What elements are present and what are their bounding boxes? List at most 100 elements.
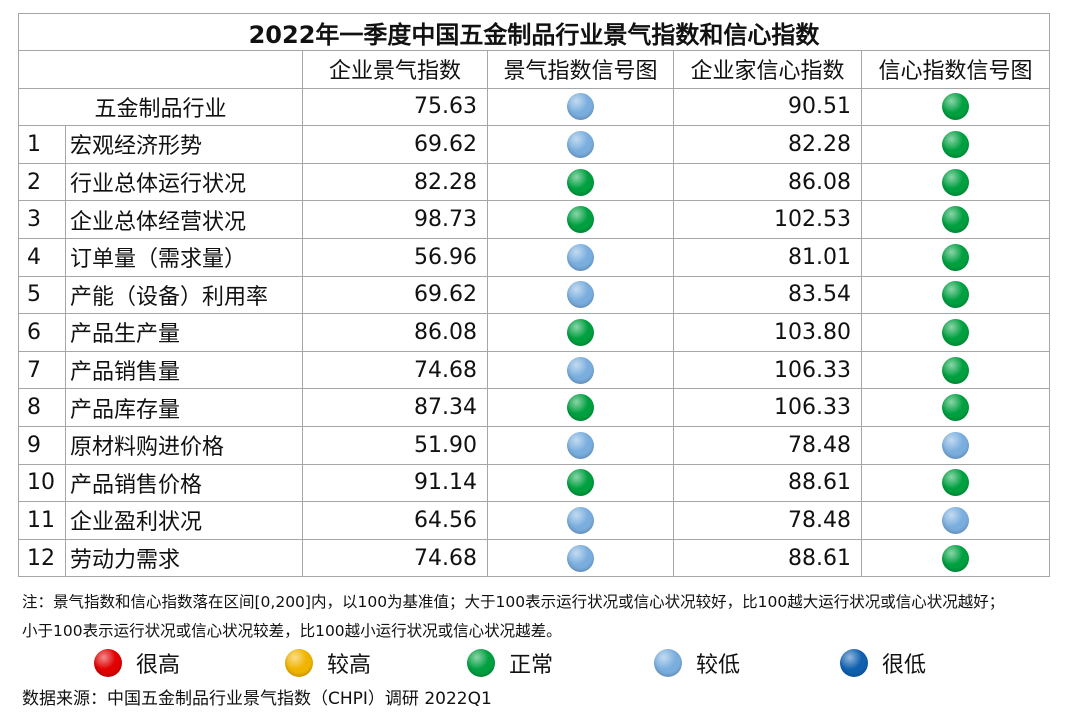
confidence-signal-icon <box>942 281 969 309</box>
climate-signal-icon <box>567 506 594 534</box>
climate-signal-icon <box>567 281 594 309</box>
row-name: 企业盈利状况 <box>65 501 303 540</box>
row-climate-value: 64.56 <box>302 501 488 540</box>
row-confidence-value: 81.01 <box>673 237 862 277</box>
row-climate-value: 82.28 <box>302 162 488 202</box>
header-climate-index: 企业景气指数 <box>302 50 488 89</box>
row-name: 产品销售价格 <box>65 463 303 503</box>
table-row: 8 产品库存量 87.34 106.33 <box>18 388 1050 427</box>
legend-label: 正常 <box>509 653 554 678</box>
row-confidence-value: 86.08 <box>673 162 862 202</box>
row-index: 7 <box>18 350 66 390</box>
confidence-signal-icon <box>942 544 969 572</box>
row-index: 12 <box>18 538 66 578</box>
table-row: 9 原材料购进价格 51.90 78.48 <box>18 425 1050 465</box>
climate-signal-icon <box>567 356 594 384</box>
row-index: 6 <box>18 313 66 352</box>
climate-signal-icon <box>567 243 594 271</box>
row-climate-value: 74.68 <box>302 350 488 390</box>
index-table: 2022年一季度中国五金制品行业景气指数和信心指数 企业景气指数 景气指数信号图… <box>18 13 1050 578</box>
row-name: 产品销售量 <box>65 350 303 390</box>
climate-signal-icon <box>567 130 594 158</box>
row-confidence-value: 106.33 <box>673 350 862 390</box>
row-index: 11 <box>18 501 66 540</box>
row-confidence-value: 82.28 <box>673 125 862 164</box>
row-name: 产品生产量 <box>65 313 303 352</box>
table-title: 2022年一季度中国五金制品行业景气指数和信心指数 <box>18 13 1050 51</box>
table-row: 1 宏观经济形势 69.62 82.28 <box>18 125 1050 164</box>
row-name: 产品库存量 <box>65 388 303 427</box>
row-confidence-value: 102.53 <box>673 200 862 239</box>
table-row: 11 企业盈利状况 64.56 78.48 <box>18 501 1050 540</box>
row-index: 5 <box>18 275 66 315</box>
row-index: 10 <box>18 463 66 503</box>
total-name: 五金制品行业 <box>18 87 303 127</box>
total-confidence-value: 90.51 <box>673 87 862 127</box>
table-row: 2 行业总体运行状况 82.28 86.08 <box>18 162 1050 202</box>
total-confidence-signal-icon <box>942 93 969 121</box>
row-index: 4 <box>18 237 66 277</box>
legend-item: 很高 <box>94 645 180 681</box>
row-name: 原材料购进价格 <box>65 425 303 465</box>
signal-legend: 很高 较高 正常 较低 很低 <box>22 645 1062 681</box>
climate-signal-icon <box>567 206 594 234</box>
row-name: 劳动力需求 <box>65 538 303 578</box>
legend-label: 较高 <box>327 653 372 678</box>
legend-item: 很低 <box>840 645 926 681</box>
row-climate-value: 87.34 <box>302 388 488 427</box>
climate-signal-icon <box>567 469 594 497</box>
confidence-signal-icon <box>942 506 969 534</box>
legend-signal-icon <box>840 649 868 677</box>
climate-signal-icon <box>567 318 594 346</box>
row-confidence-value: 88.61 <box>673 538 862 578</box>
row-index: 9 <box>18 425 66 465</box>
row-index: 3 <box>18 200 66 239</box>
confidence-signal-icon <box>942 168 969 196</box>
row-name: 订单量（需求量） <box>65 237 303 277</box>
data-source: 数据来源：中国五金制品行业景气指数（CHPI）调研 2022Q1 <box>22 689 492 709</box>
table-row: 3 企业总体经营状况 98.73 102.53 <box>18 200 1050 239</box>
header-confidence-index: 企业家信心指数 <box>673 50 862 89</box>
legend-item: 较低 <box>654 645 740 681</box>
confidence-signal-icon <box>942 469 969 497</box>
confidence-signal-icon <box>942 318 969 346</box>
total-row: 五金制品行业 75.63 90.51 <box>18 87 1050 127</box>
row-climate-value: 69.62 <box>302 125 488 164</box>
row-index: 8 <box>18 388 66 427</box>
row-confidence-value: 78.48 <box>673 501 862 540</box>
legend-signal-icon <box>94 649 122 677</box>
legend-label: 很高 <box>136 653 181 678</box>
note-line-1: 注：景气指数和信心指数落在区间[0,200]内，以100为基准值；大于100表示… <box>22 593 1005 611</box>
table-row: 5 产能（设备）利用率 69.62 83.54 <box>18 275 1050 315</box>
row-confidence-value: 78.48 <box>673 425 862 465</box>
legend-item: 正常 <box>467 645 553 681</box>
table-row: 12 劳动力需求 74.68 88.61 <box>18 538 1050 578</box>
total-climate-signal-icon <box>567 93 594 121</box>
legend-item: 较高 <box>285 645 371 681</box>
row-climate-value: 86.08 <box>302 313 488 352</box>
confidence-signal-icon <box>942 206 969 234</box>
confidence-signal-icon <box>942 130 969 158</box>
row-name: 宏观经济形势 <box>65 125 303 164</box>
row-confidence-value: 83.54 <box>673 275 862 315</box>
row-confidence-value: 88.61 <box>673 463 862 503</box>
confidence-signal-icon <box>942 394 969 422</box>
header-climate-signal: 景气指数信号图 <box>487 50 674 89</box>
total-climate-value: 75.63 <box>302 87 488 127</box>
legend-signal-icon <box>654 649 682 677</box>
row-confidence-value: 106.33 <box>673 388 862 427</box>
confidence-signal-icon <box>942 243 969 271</box>
legend-signal-icon <box>285 649 313 677</box>
row-climate-value: 91.14 <box>302 463 488 503</box>
row-climate-value: 69.62 <box>302 275 488 315</box>
row-name: 企业总体经营状况 <box>65 200 303 239</box>
climate-signal-icon <box>567 431 594 459</box>
row-name: 产能（设备）利用率 <box>65 275 303 315</box>
table-row: 6 产品生产量 86.08 103.80 <box>18 313 1050 352</box>
confidence-signal-icon <box>942 431 969 459</box>
row-climate-value: 98.73 <box>302 200 488 239</box>
row-climate-value: 56.96 <box>302 237 488 277</box>
header-confidence-signal: 信心指数信号图 <box>861 50 1050 89</box>
table-row: 7 产品销售量 74.68 106.33 <box>18 350 1050 390</box>
climate-signal-icon <box>567 394 594 422</box>
